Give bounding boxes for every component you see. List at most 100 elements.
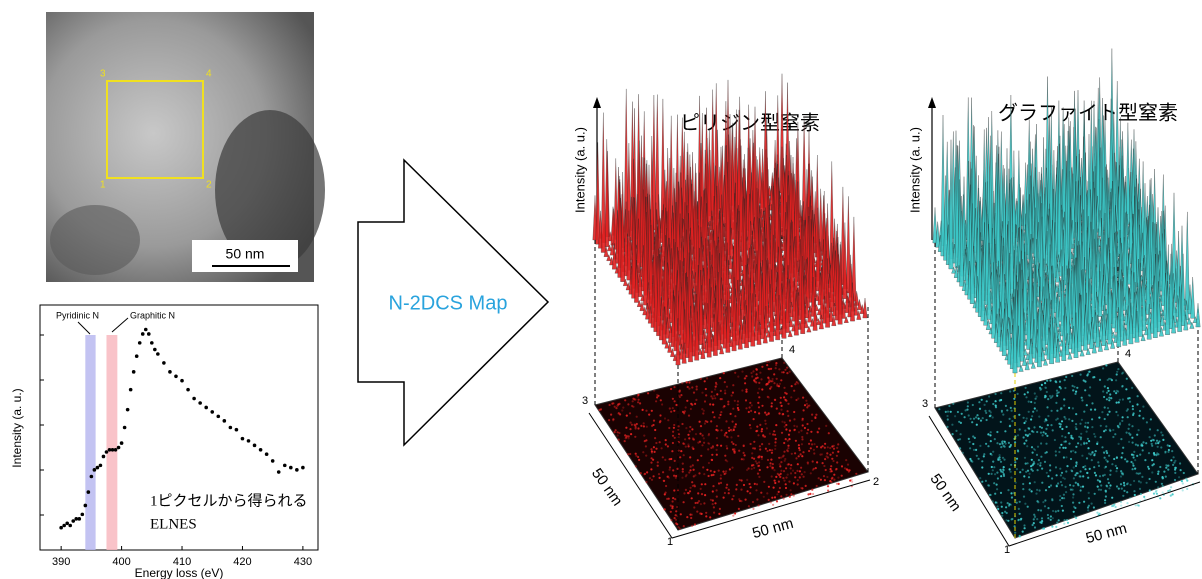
intensity-spike <box>1168 253 1174 329</box>
pixel-dot <box>1024 420 1027 423</box>
pixel-dot <box>1056 409 1059 412</box>
pixel-dot <box>1060 504 1063 508</box>
pixel-dot <box>1106 407 1110 410</box>
pixel-dot <box>599 408 603 411</box>
pixel-dot <box>1124 458 1127 461</box>
pixel-dot <box>732 494 735 498</box>
pixel-dot <box>781 455 784 458</box>
pixel-dot <box>823 464 826 468</box>
pixel-dot <box>829 453 832 456</box>
pixel-dot <box>744 382 747 385</box>
pixel-dot <box>1097 464 1101 467</box>
pixel-dot <box>1036 518 1039 521</box>
side-axis <box>588 412 871 539</box>
pixel-dot <box>831 445 834 448</box>
pixel-dot <box>722 372 725 375</box>
pixel-dot <box>1088 394 1091 397</box>
pixel-dot <box>1126 408 1129 411</box>
pixel-dot <box>670 519 673 522</box>
pixel-dot <box>1065 470 1068 473</box>
pixel-dot <box>708 442 711 445</box>
pixel-dot <box>1106 485 1109 488</box>
pixel-dot <box>981 480 984 483</box>
pixel-dot <box>1036 469 1039 472</box>
pixel-dot <box>1019 471 1022 474</box>
pixel-dot <box>747 505 751 508</box>
pixel-dot <box>790 452 793 455</box>
pixel-dot <box>1084 421 1087 424</box>
pixel-dot <box>975 416 978 419</box>
pixel-dot <box>701 434 704 437</box>
pixel-dot <box>1039 509 1043 512</box>
pixel-dot <box>1038 386 1042 389</box>
pixel-dot <box>704 483 707 486</box>
pixel-dot <box>825 424 828 427</box>
pixel-dot <box>786 473 789 476</box>
data-point <box>186 387 190 392</box>
pixel-dot <box>1074 426 1077 429</box>
pixel-dot <box>1113 390 1116 393</box>
intensity-spike <box>1055 264 1061 283</box>
pixel-dot <box>1033 481 1036 484</box>
pixel-dot <box>793 428 796 431</box>
pixel-dot <box>725 470 728 473</box>
pixel-dot <box>1033 401 1036 404</box>
pixel-dot <box>783 386 786 389</box>
pixel-dot <box>1045 427 1048 430</box>
pixel-dot <box>687 443 690 446</box>
pixel-dot <box>731 448 735 451</box>
intensity-spike <box>698 269 704 345</box>
pixel-dot <box>1099 488 1103 491</box>
pixel-dot <box>968 440 971 444</box>
pixel-dot <box>1055 389 1059 392</box>
pixel-dot <box>770 385 773 389</box>
y-axis-label: Intensity (a. u.) <box>10 388 24 467</box>
pixel-dot <box>973 436 976 439</box>
pixel-dot <box>650 409 653 412</box>
pixel-dot <box>819 478 823 481</box>
pixel-dot <box>784 483 787 486</box>
pixel-dot <box>698 472 701 475</box>
pixel-dot <box>699 425 703 428</box>
pixel-dot <box>1016 392 1019 395</box>
annotation: 1ピクセルから得られる <box>150 492 308 509</box>
data-point <box>246 439 251 443</box>
pixel-dot <box>1035 453 1039 456</box>
pixel-dot <box>681 462 684 465</box>
data-point <box>162 361 166 365</box>
pixel-dot <box>978 407 982 410</box>
intensity-spike <box>1077 293 1082 352</box>
pixel-dot <box>996 430 999 434</box>
pixel-dot <box>760 491 763 494</box>
intensity-spike <box>735 279 740 346</box>
pixel-dot <box>1115 379 1118 382</box>
pixel-dot <box>796 469 799 472</box>
pixel-dot <box>767 381 771 384</box>
intensity-spike <box>935 221 941 248</box>
pixel-dot <box>731 498 734 501</box>
pixel-dot <box>823 479 827 482</box>
pixel-dot <box>719 398 722 401</box>
pixel-dot <box>1128 440 1131 443</box>
pixel-dot <box>719 377 722 380</box>
pixel-dot <box>1087 447 1090 450</box>
pixel-dot <box>775 377 778 380</box>
pixel-dot <box>1105 391 1109 394</box>
pixel-dot <box>776 493 779 496</box>
pixel-dot <box>956 410 960 414</box>
pixel-dot <box>747 467 750 470</box>
pixel-dot <box>1087 476 1090 479</box>
pixel-dot <box>1108 377 1111 380</box>
intensity-spike <box>1052 332 1058 359</box>
pixel-dot <box>1130 453 1134 456</box>
pixel-dot <box>1064 440 1067 443</box>
pixel-dot <box>1155 454 1158 457</box>
pixel-dot <box>741 370 744 373</box>
pixel-dot <box>672 430 675 433</box>
pixel-dot <box>770 458 773 461</box>
pixel-dot <box>1156 429 1159 432</box>
pixel-dot <box>736 406 740 410</box>
pixel-dot <box>1024 462 1027 465</box>
pixel-dot <box>778 412 781 415</box>
pixel-dot <box>1072 501 1075 504</box>
